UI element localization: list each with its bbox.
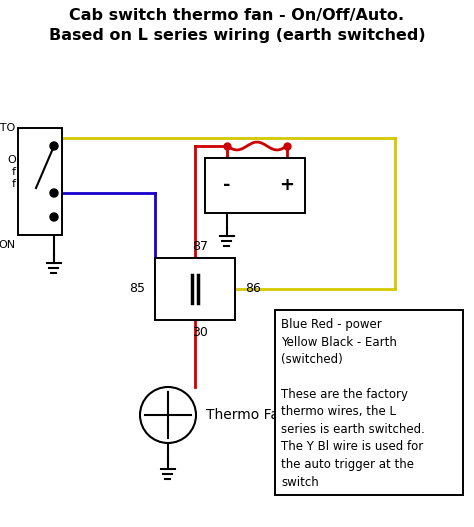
Text: f: f — [12, 179, 16, 189]
Text: f: f — [12, 167, 16, 177]
Text: 87: 87 — [192, 239, 208, 252]
Bar — [155, 258, 235, 320]
Circle shape — [50, 142, 58, 150]
Text: +: + — [280, 177, 294, 194]
Circle shape — [50, 189, 58, 197]
Text: 85: 85 — [129, 282, 145, 296]
Circle shape — [50, 213, 58, 221]
Bar — [275, 310, 463, 495]
Text: 86: 86 — [245, 282, 261, 296]
Bar — [18, 128, 62, 235]
Text: O: O — [7, 155, 16, 165]
Text: Thermo Fan: Thermo Fan — [206, 408, 288, 422]
Text: Blue Red - power
Yellow Black - Earth
(switched)

These are the factory
thermo w: Blue Red - power Yellow Black - Earth (s… — [281, 318, 425, 489]
Text: Cab switch thermo fan - On/Off/Auto.
Based on L series wiring (earth switched): Cab switch thermo fan - On/Off/Auto. Bas… — [49, 8, 425, 43]
Text: -: - — [223, 177, 231, 194]
Text: ON: ON — [0, 240, 16, 250]
Circle shape — [140, 387, 196, 443]
Text: 30: 30 — [192, 326, 208, 338]
Text: AUTO: AUTO — [0, 123, 16, 133]
Bar — [205, 158, 305, 213]
